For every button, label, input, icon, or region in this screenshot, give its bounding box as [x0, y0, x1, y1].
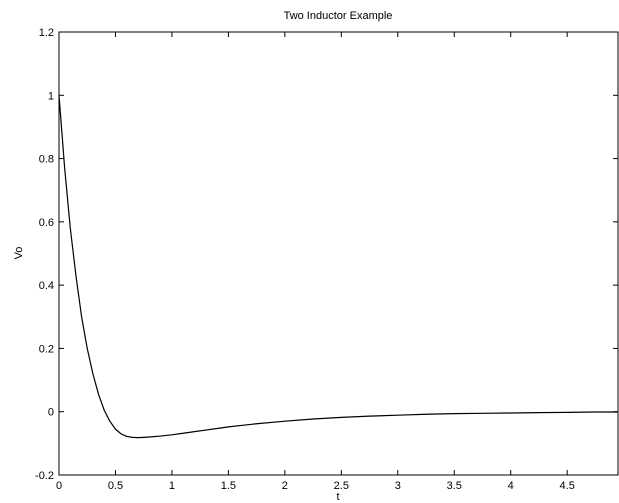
y-tick-label: 1: [48, 90, 54, 102]
x-tick-label: 3.5: [447, 480, 462, 492]
ticks-layer: 0 0.5 1 1.5 2 2.5 3 3.5 4 4.5-0.200.20.40.60.811.…: [35, 27, 618, 492]
y-tick-label: 0: [48, 407, 54, 419]
x-tick-label: 3: [395, 480, 401, 492]
x-tick-label: 4.5: [560, 480, 575, 492]
x-tick-label: 1.5: [221, 480, 236, 492]
x-tick-label: 1: [169, 480, 175, 492]
y-axis-label: Vo: [13, 247, 25, 260]
series-layer: [58, 95, 618, 439]
y-tick-label: 0.8: [39, 154, 54, 166]
x-tick-label: 4: [508, 480, 514, 492]
y-tick-label: -0.2: [35, 470, 54, 482]
x-tick-label: 2.5: [334, 480, 349, 492]
y-tick-label: 0.4: [39, 280, 54, 292]
y-tick-label: 1.2: [39, 27, 54, 39]
x-tick-label: 0: [56, 480, 62, 492]
plot-frame: [58, 31, 619, 476]
series-line: [58, 95, 618, 439]
x-tick-label: 0.5: [108, 480, 123, 492]
x-axis-label: t: [336, 491, 339, 503]
y-tick-label: 0.2: [39, 343, 54, 355]
chart-title: Two Inductor Example: [284, 10, 393, 22]
x-tick-label: 2: [282, 480, 288, 492]
y-tick-label: 0.6: [39, 217, 54, 229]
